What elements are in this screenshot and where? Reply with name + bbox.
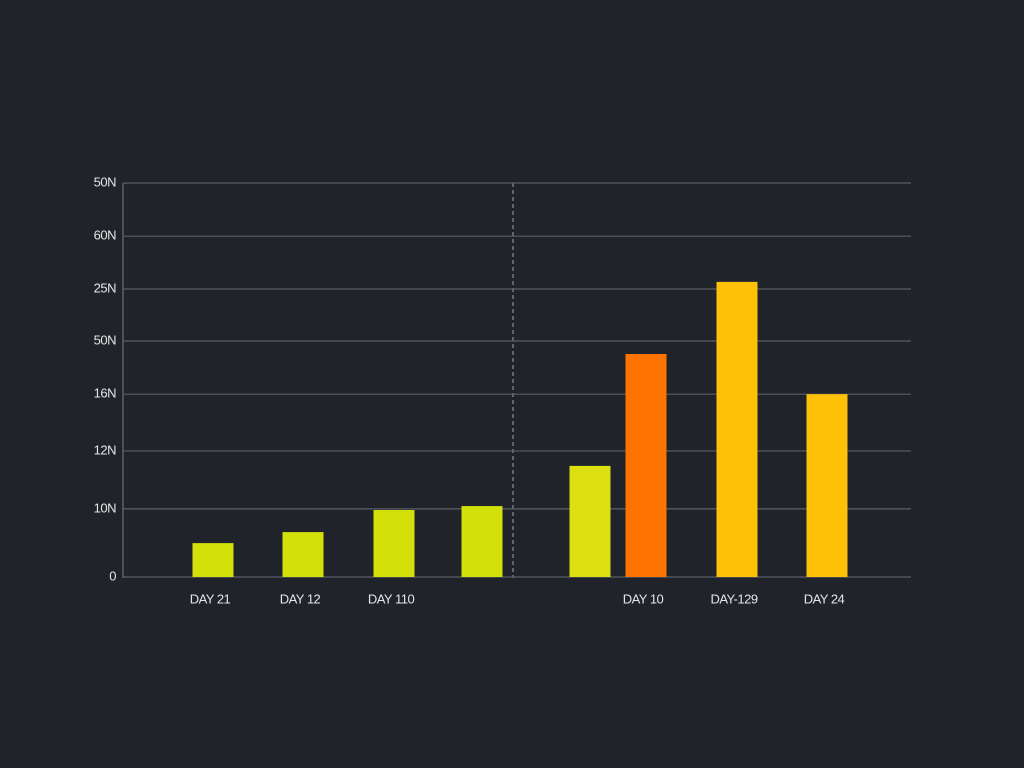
bar (569, 465, 611, 577)
x-tick-label: DAY 12 (280, 591, 321, 606)
y-tick-label: 50N (94, 174, 116, 189)
bar (806, 394, 848, 577)
y-tick-label: 25N (94, 280, 116, 295)
x-tick-label: DAY 21 (190, 591, 231, 606)
bar (192, 543, 234, 577)
y-tick-label: 60N (94, 228, 116, 243)
bar (716, 281, 758, 577)
bar (282, 532, 324, 577)
bar (461, 506, 503, 577)
y-tick-label: 0 (109, 568, 116, 583)
x-tick-label: DAY-129 (710, 591, 757, 606)
y-tick-label: 10N (94, 500, 116, 515)
y-tick-label: 50N (94, 332, 116, 347)
x-tick-label: DAY 10 (623, 591, 664, 606)
bar (373, 510, 415, 577)
x-tick-label: DAY 110 (368, 591, 415, 606)
y-tick-label: 16N (94, 386, 116, 401)
x-tick-label: DAY 24 (804, 591, 845, 606)
y-tick-label: 12N (94, 442, 116, 457)
bar (625, 353, 667, 577)
